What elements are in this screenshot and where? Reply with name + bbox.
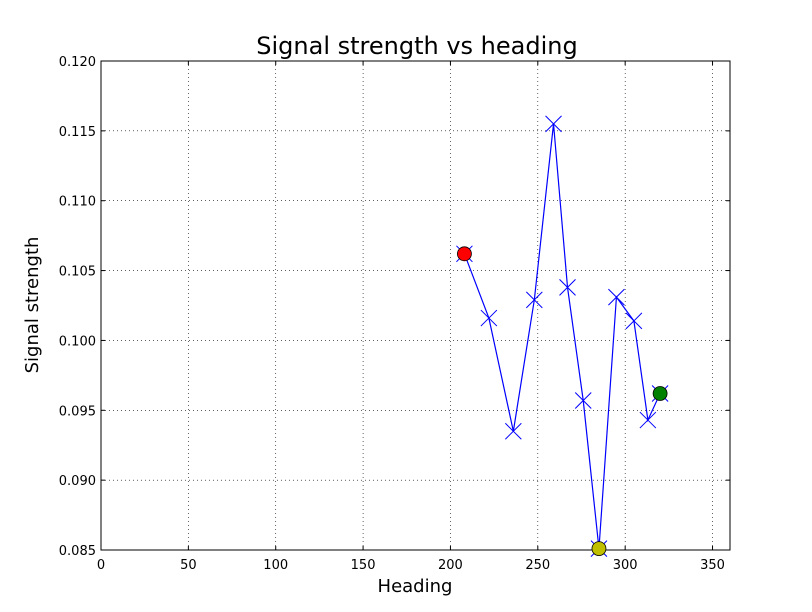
plot-area-frame (100, 60, 731, 551)
y-tick-label: 0.115 (59, 125, 96, 140)
y-tick-label: 0.090 (59, 474, 96, 489)
y-axis-label: Signal strength (22, 237, 43, 374)
x-tick-label: 100 (263, 558, 288, 573)
data-point-marker (504, 422, 522, 440)
x-tick-label: 350 (700, 558, 725, 573)
data-point-marker (559, 278, 576, 296)
y-axis-ticks: 0.085 0.090 0.095 0.100 0.105 0.110 0.115 0.120 (59, 55, 730, 559)
highlight-point (591, 541, 607, 557)
x-tick-label: 200 (438, 558, 463, 573)
y-tick-label: 0.085 (59, 544, 96, 559)
x-axis-label: Heading (378, 576, 453, 597)
x-tick-label: 50 (180, 558, 197, 573)
x-tick-label: 150 (351, 558, 376, 573)
x-tick-label: 300 (613, 558, 638, 573)
y-tick-label: 0.120 (59, 55, 96, 70)
data-point-marker (480, 309, 498, 327)
data-point-marker (525, 291, 543, 309)
highlight-point (457, 246, 472, 262)
x-axis-ticks: 0 50 100 150 200 250 300 350 (97, 61, 725, 573)
chart-title: Signal strength vs heading (256, 32, 577, 60)
y-tick-label: 0.105 (59, 265, 96, 280)
data-point-marker (625, 312, 643, 330)
data-point-marker (574, 392, 592, 409)
highlight-point (652, 386, 668, 401)
series-line (463, 123, 661, 549)
highlight-layer (457, 246, 668, 557)
data-point-marker (545, 115, 562, 133)
y-tick-label: 0.100 (59, 334, 96, 349)
series-layer (456, 115, 669, 557)
x-tick-label: 0 (97, 558, 105, 573)
data-point-marker (639, 411, 657, 429)
x-tick-label: 250 (525, 558, 550, 573)
grid (101, 61, 730, 550)
y-tick-label: 0.110 (59, 195, 96, 210)
data-point-marker (608, 288, 625, 306)
y-tick-label: 0.095 (59, 404, 96, 419)
